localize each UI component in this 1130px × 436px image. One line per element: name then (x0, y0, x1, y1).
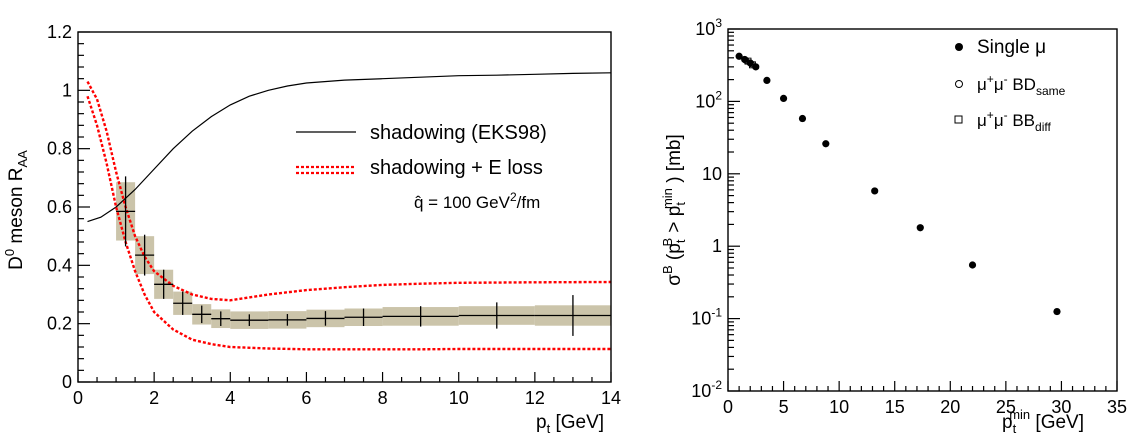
point-single-mu (1053, 308, 1060, 315)
x-tick-label: 10 (829, 397, 849, 417)
x-tick-label: 20 (940, 397, 960, 417)
legend-label-single-mu: Single μ (977, 37, 1046, 58)
legend-marker-bdsame (956, 81, 963, 88)
point-single-mu (917, 224, 924, 231)
y-tick-label: 0.8 (47, 139, 72, 159)
legend-label-shadowing: shadowing (EKS98) (370, 122, 547, 144)
x-tick-label: 12 (525, 388, 545, 408)
point-single-mu (799, 115, 806, 122)
point-single-mu (780, 95, 787, 102)
x-tick-label: 4 (225, 388, 235, 408)
x-axis-label: pt [GeV] (536, 412, 604, 436)
x-tick-label: 6 (301, 388, 311, 408)
y-tick-label: 10-1 (691, 306, 722, 329)
x-tick-label: 0 (723, 397, 733, 417)
point-single-mu (871, 187, 878, 194)
x-tick-label: 2 (149, 388, 159, 408)
legend-marker-bbdiff (955, 116, 962, 123)
y-axis-label-right: σB (ptB > ptmin ) [mb] (660, 134, 688, 286)
curve-eloss-upper (88, 82, 612, 301)
point-single-mu (763, 77, 770, 84)
y-tick-label: 102 (695, 88, 722, 111)
x-tick-label: 5 (779, 397, 789, 417)
y-tick-label: 0.6 (47, 197, 72, 217)
x-tick-label: 10 (449, 388, 469, 408)
legend-label-bbdiff: μ+μ- BBdiff (977, 108, 1051, 134)
legend-marker-single-mu (955, 43, 963, 51)
y-tick-label: 0.2 (47, 314, 72, 334)
legend-label-eloss: shadowing + E loss (370, 157, 543, 179)
y-tick-label: 0.4 (47, 255, 72, 275)
y-tick-label: 1 (712, 236, 722, 256)
point-single-mu (822, 140, 829, 147)
y-tick-label: 1.2 (47, 22, 72, 42)
qhat-annotation: q̂ = 100 GeV2/fm (414, 190, 540, 212)
x-tick-label: 14 (601, 388, 621, 408)
left-chart: 0 2 4 6 8 10 12 14 0 0.2 0.4 0.6 0.8 1 1.2 D0 meson RA… (2, 22, 621, 436)
legend-label-bdsame: μ+μ- BDsame (977, 72, 1066, 98)
y-tick-label: 10-2 (691, 378, 722, 401)
y-tick-label: 103 (695, 16, 722, 39)
x-tick-label: 35 (1107, 397, 1127, 417)
x-tick-label: 0 (73, 388, 83, 408)
y-tick-label: 1 (62, 80, 72, 100)
y-tick-label: 10 (702, 164, 722, 184)
x-tick-label: 15 (885, 397, 905, 417)
point-single-mu (969, 261, 976, 268)
x-axis-label-right: ptmin [GeV] (1002, 407, 1084, 436)
y-tick-label: 0 (62, 372, 72, 392)
y-axis-label: D0 meson RAA (2, 150, 30, 270)
x-tick-label: 8 (378, 388, 388, 408)
